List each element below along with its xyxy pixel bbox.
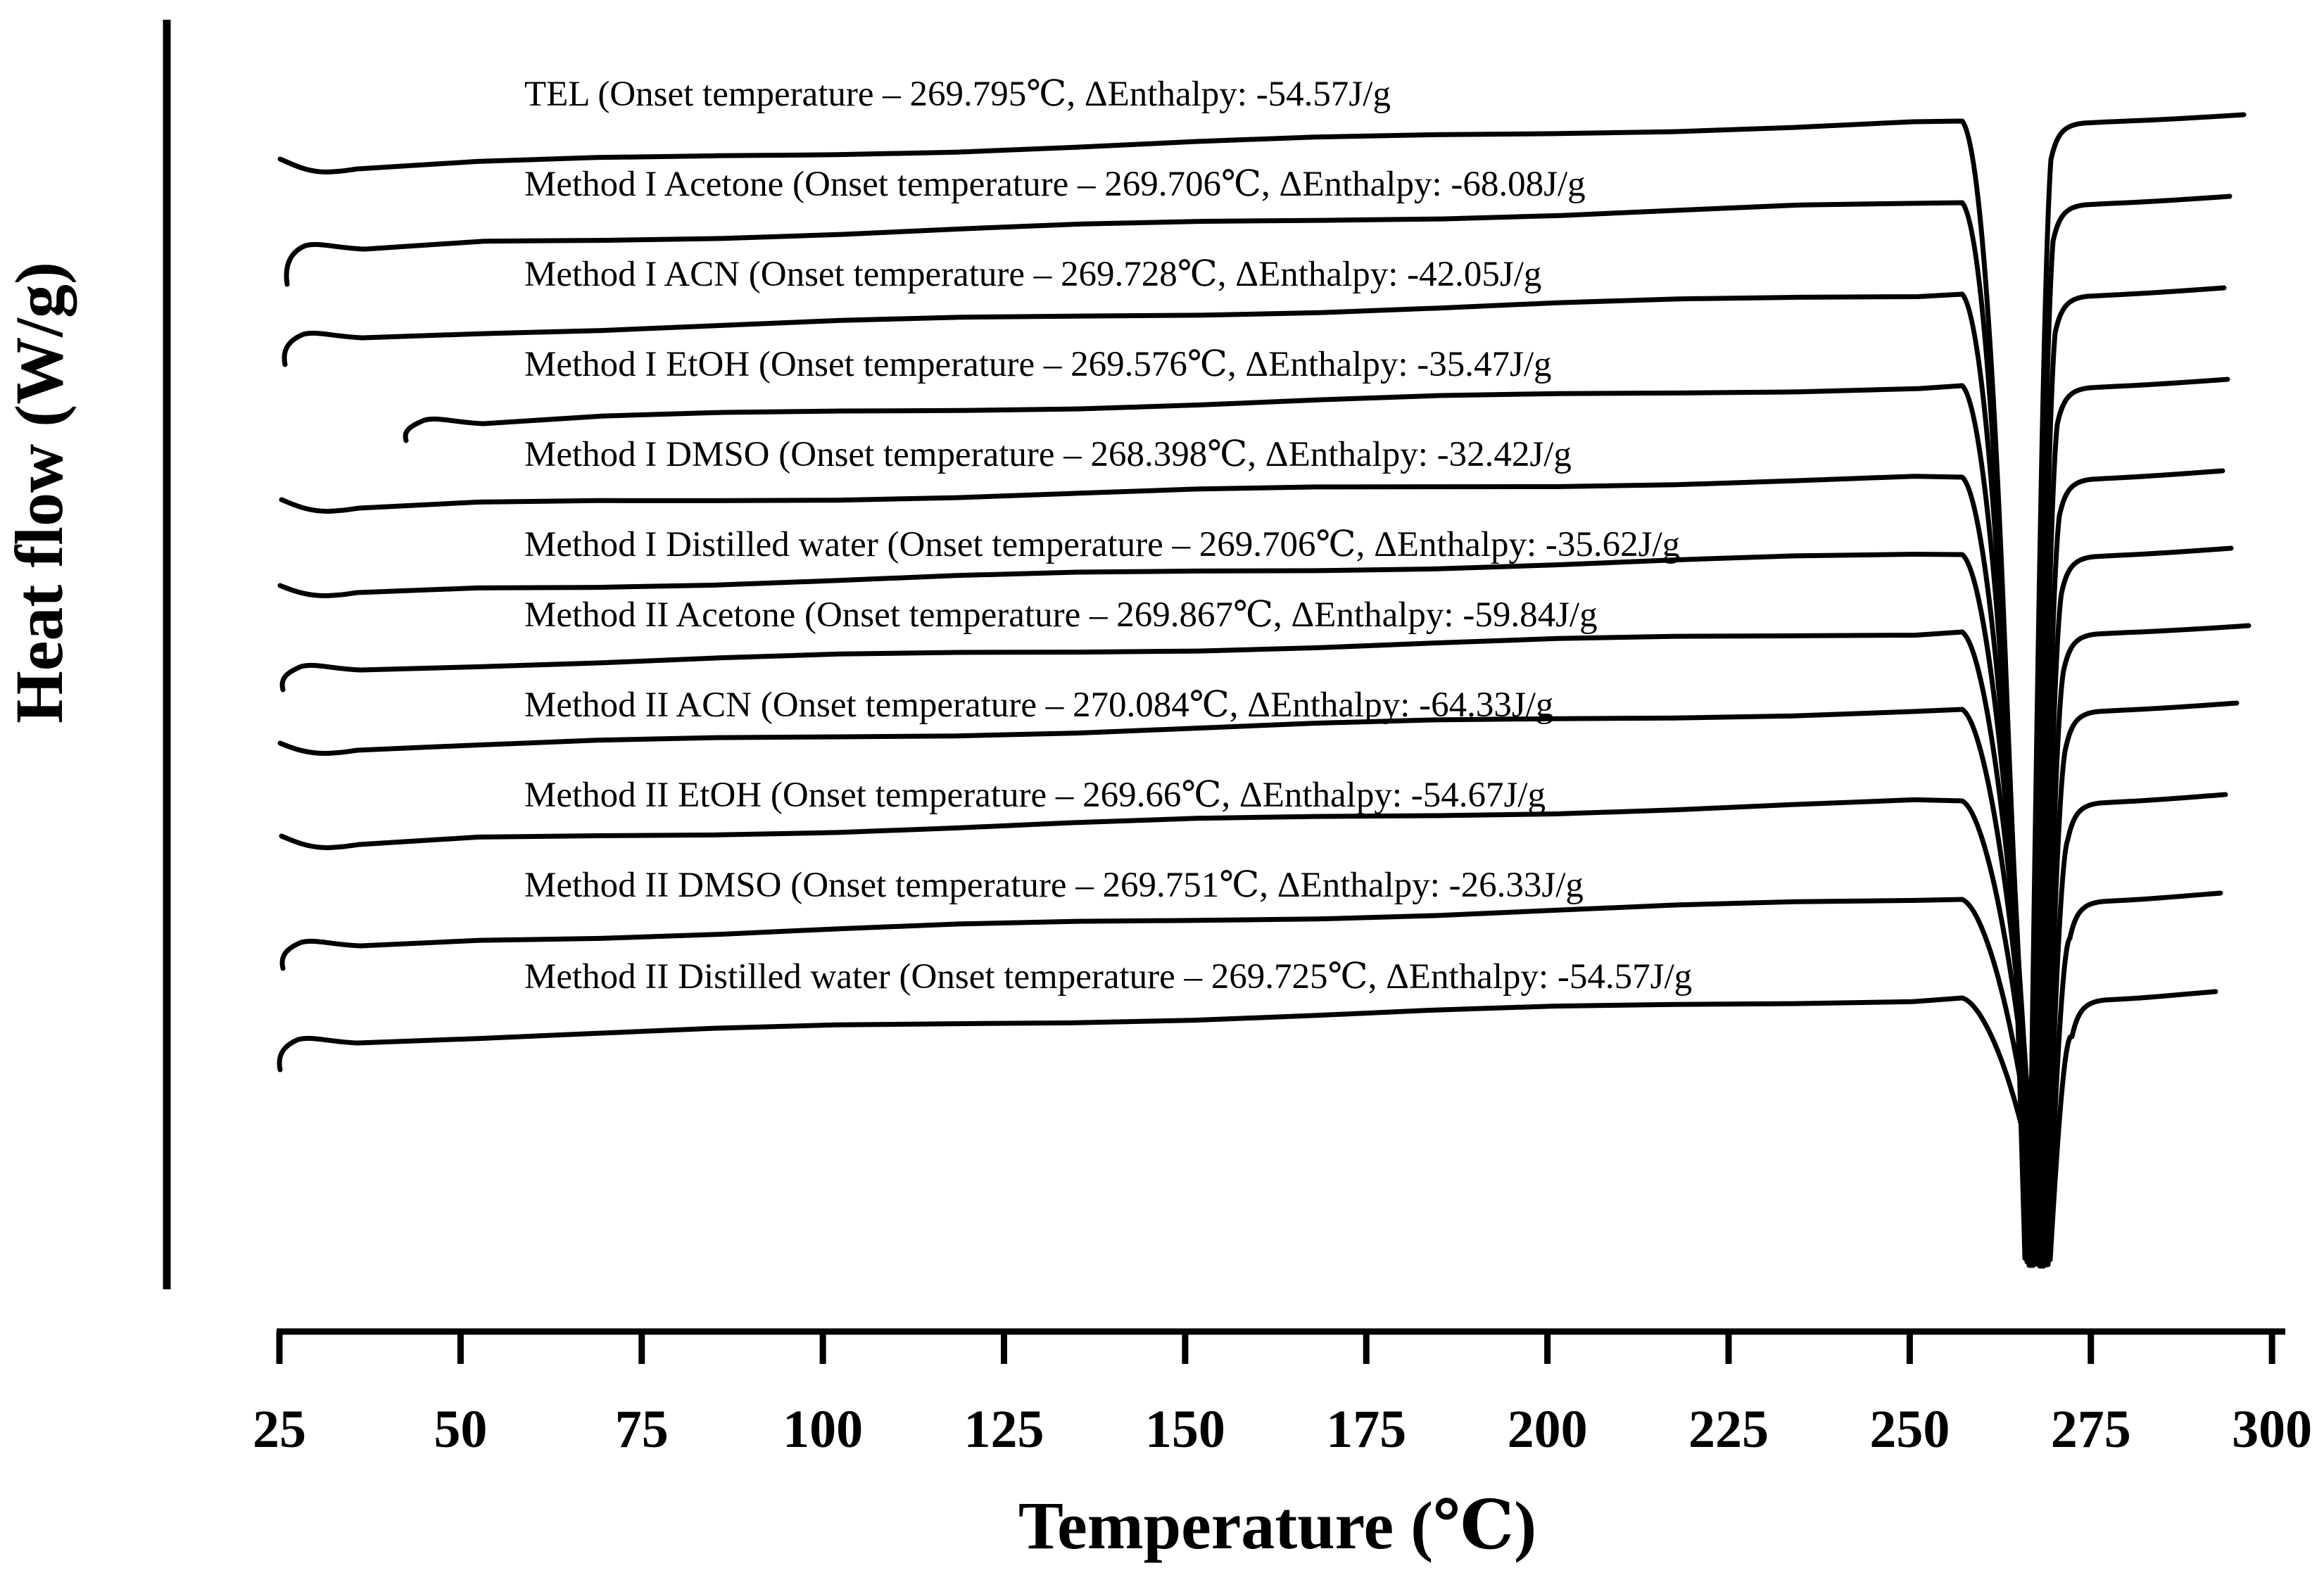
x-tick-label: 200 bbox=[1508, 1400, 1588, 1459]
curve-method-ii-dmso bbox=[279, 890, 2223, 1267]
y-axis-title: Heat flow (W/g) bbox=[1, 262, 77, 723]
x-tick-label: 175 bbox=[1326, 1400, 1406, 1459]
curve-label-method-i-acn: Method I ACN (Onset temperature – 269.72… bbox=[524, 255, 1541, 294]
curve-label-method-i-dmso: Method I DMSO (Onset temperature – 268.3… bbox=[524, 435, 1572, 474]
curve-labels: TEL (Onset temperature – 269.795℃, ΔEnth… bbox=[524, 75, 1692, 997]
curve-label-method-ii-distilled-water: Method II Distilled water (Onset tempera… bbox=[524, 957, 1692, 997]
x-tick-label: 300 bbox=[2232, 1400, 2312, 1459]
x-tick-label: 250 bbox=[1869, 1400, 1950, 1459]
curve-label-method-i-etoh: Method I EtOH (Onset temperature – 269.5… bbox=[524, 345, 1552, 384]
curve-label-tel: TEL (Onset temperature – 269.795℃, ΔEnth… bbox=[524, 75, 1391, 114]
x-axis-title: Temperature (℃) bbox=[1018, 1488, 1536, 1563]
curve-method-ii-etoh bbox=[279, 792, 2228, 1264]
curve-label-method-ii-dmso: Method II DMSO (Onset temperature – 269.… bbox=[524, 866, 1584, 905]
thermogram-curves bbox=[277, 112, 2252, 1269]
curve-label-method-i-acetone: Method I Acetone (Onset temperature – 26… bbox=[524, 165, 1586, 204]
x-tick-label: 50 bbox=[434, 1400, 487, 1459]
x-tick-label: 75 bbox=[615, 1400, 669, 1459]
curve-label-method-ii-acetone: Method II Acetone (Onset temperature – 2… bbox=[524, 595, 1598, 635]
x-tick-label: 225 bbox=[1688, 1400, 1769, 1459]
x-tick-label: 275 bbox=[2051, 1400, 2131, 1459]
curve-label-method-ii-acn: Method II ACN (Onset temperature – 270.0… bbox=[524, 685, 1553, 725]
x-tick-label: 25 bbox=[253, 1400, 306, 1459]
curve-label-method-ii-etoh: Method II EtOH (Onset temperature – 269.… bbox=[524, 776, 1546, 815]
x-tick-label: 125 bbox=[964, 1400, 1044, 1459]
x-axis-ticks: 25 50 75 100 125 150 175 200 225 250 275 300 bbox=[253, 1332, 2312, 1459]
x-tick-label: 100 bbox=[783, 1400, 863, 1459]
x-tick-label: 150 bbox=[1145, 1400, 1225, 1459]
curve-label-method-i-distilled-water: Method I Distilled water (Onset temperat… bbox=[524, 525, 1680, 564]
axes: 25 50 75 100 125 150 175 200 225 250 275 300 bbox=[163, 20, 2312, 1459]
curve-method-ii-distilled-water bbox=[277, 989, 2218, 1263]
curve-method-i-etoh bbox=[403, 377, 2230, 1263]
